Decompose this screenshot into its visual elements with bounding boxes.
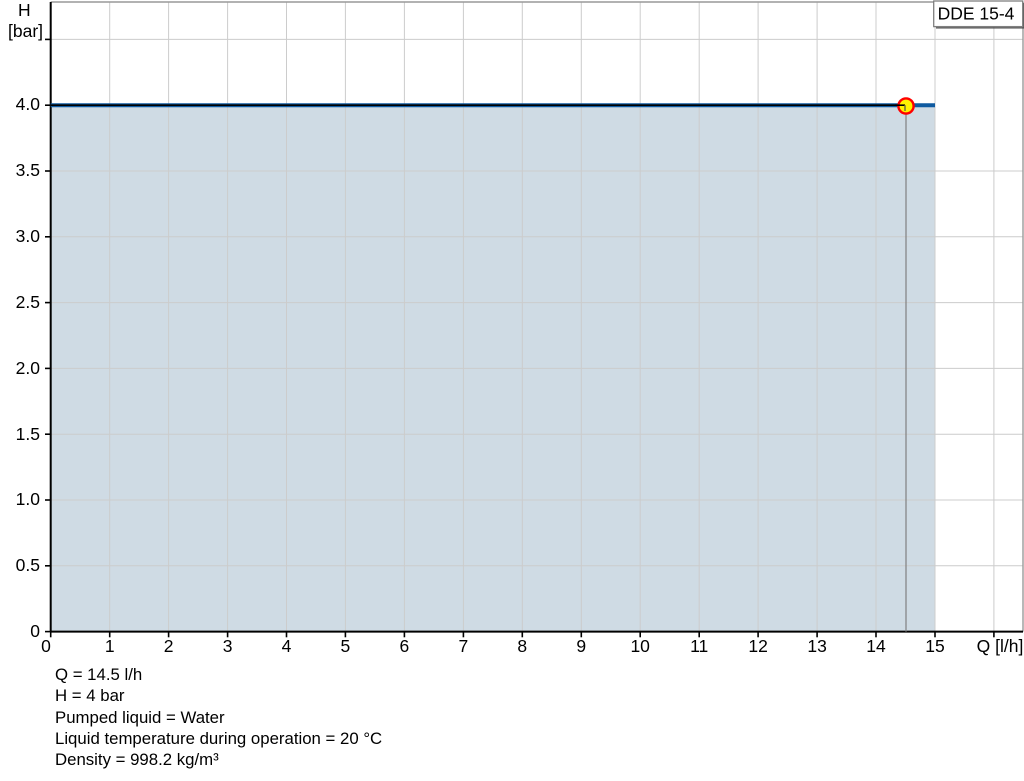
svg-text:14: 14	[866, 636, 886, 656]
svg-text:Q [l/h]: Q [l/h]	[977, 636, 1024, 656]
svg-text:3.5: 3.5	[16, 160, 40, 180]
svg-text:1: 1	[105, 636, 115, 656]
svg-text:7: 7	[459, 636, 469, 656]
svg-text:[bar]: [bar]	[8, 21, 43, 41]
svg-text:Liquid temperature during oper: Liquid temperature during operation = 20…	[55, 729, 382, 748]
svg-text:3: 3	[223, 636, 233, 656]
svg-text:1.0: 1.0	[16, 489, 41, 509]
svg-text:Pumped liquid = Water: Pumped liquid = Water	[55, 708, 225, 727]
svg-text:9: 9	[576, 636, 586, 656]
svg-text:10: 10	[630, 636, 650, 656]
svg-text:12: 12	[748, 636, 767, 656]
svg-text:3.0: 3.0	[16, 226, 41, 246]
svg-text:Q = 14.5 l/h: Q = 14.5 l/h	[55, 665, 142, 684]
svg-text:4: 4	[282, 636, 292, 656]
svg-text:8: 8	[517, 636, 527, 656]
svg-text:2.0: 2.0	[16, 358, 41, 378]
svg-text:11: 11	[690, 636, 708, 656]
svg-text:6: 6	[400, 636, 410, 656]
svg-text:13: 13	[807, 636, 826, 656]
svg-text:DDE 15-4: DDE 15-4	[938, 4, 1015, 24]
svg-text:H: H	[18, 0, 31, 20]
svg-text:4.0: 4.0	[16, 94, 41, 114]
svg-text:H = 4 bar: H = 4 bar	[55, 686, 125, 705]
svg-text:5: 5	[341, 636, 351, 656]
svg-text:0: 0	[30, 621, 40, 641]
svg-text:0: 0	[41, 636, 51, 656]
svg-text:Density = 998.2 kg/m³: Density = 998.2 kg/m³	[55, 750, 219, 769]
svg-text:2.5: 2.5	[16, 292, 40, 312]
svg-text:15: 15	[925, 636, 944, 656]
svg-text:1.5: 1.5	[16, 424, 40, 444]
svg-text:0.5: 0.5	[16, 555, 40, 575]
svg-text:2: 2	[164, 636, 174, 656]
